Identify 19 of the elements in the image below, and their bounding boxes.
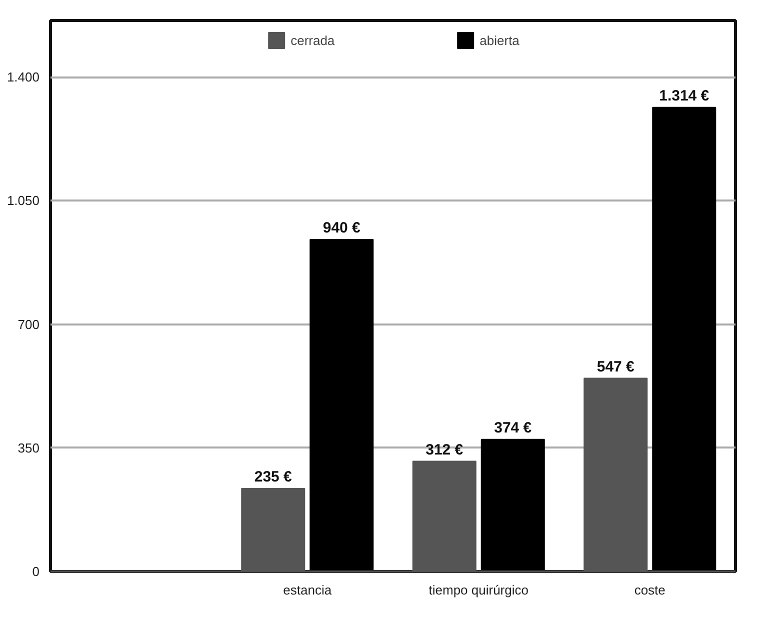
data-label: 312 € (426, 441, 464, 458)
x-tick-label: tiempo quirúrgico (428, 582, 528, 598)
data-label: 374 € (494, 419, 532, 436)
y-tick-label: 1.050 (6, 193, 40, 208)
bar (480, 438, 545, 572)
y-tick-label: 1.400 (6, 70, 40, 85)
legend-label: abierta (480, 32, 520, 48)
data-label: 235 € (254, 468, 293, 486)
data-label: 547 € (596, 358, 636, 376)
y-tick-label: 350 (18, 440, 40, 456)
y-tick-label: 700 (18, 316, 40, 332)
x-tick-label: estancia (283, 582, 332, 598)
y-tick-label: 0 (32, 564, 40, 579)
data-label: 940 € (322, 219, 362, 236)
bar (310, 238, 374, 572)
legend-label: cerrada (290, 32, 335, 48)
x-tick-label: coste (634, 582, 666, 598)
bar (652, 106, 716, 572)
data-label: 1.314 € (659, 87, 710, 104)
